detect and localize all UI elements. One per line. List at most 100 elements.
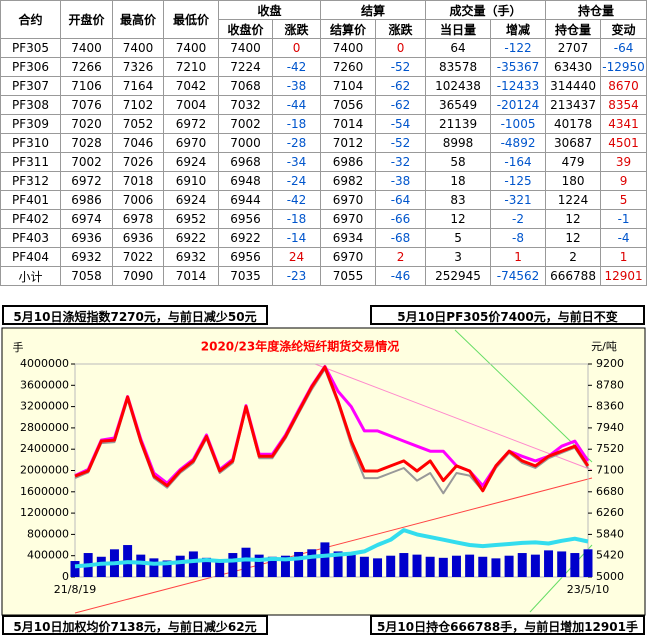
cell: 7104 <box>320 76 377 96</box>
volume-bar <box>346 554 356 577</box>
cell: 6922 <box>218 228 273 248</box>
y-axis-label: 手 <box>13 340 24 354</box>
cell: 7400 <box>112 38 164 58</box>
data-row: PF403 6936 6936 6922 6922 -14 6934 -68 5 -8 12 -4 <box>0 228 648 248</box>
cell: 7400 <box>218 38 273 58</box>
trend-line <box>529 544 593 613</box>
cell: 24 <box>271 247 322 267</box>
cell: PF310 <box>0 133 61 153</box>
cell: 252945 <box>425 266 492 286</box>
cell: -62 <box>375 76 427 96</box>
cell: -1005 <box>490 114 547 134</box>
volume-bar <box>478 556 488 577</box>
y-tick-label: 0 <box>62 570 69 583</box>
y-tick-label: 800000 <box>27 527 69 540</box>
cell: 7032 <box>218 95 273 115</box>
cell: 6972 <box>163 114 219 134</box>
y2-tick-label: 5000 <box>596 570 624 583</box>
y2-tick-label: 7100 <box>596 464 624 477</box>
series-line <box>74 365 590 493</box>
volume-bar <box>70 561 80 577</box>
cell: -54 <box>375 114 427 134</box>
volume-bar <box>136 554 146 577</box>
futures-table: 合约 开盘价 最高价 最低价 收盘 结算 成交量（手） 持仓量 收盘价 涨跌 结算价 涨跌 当日量 增减持… <box>0 0 648 286</box>
cell: 7106 <box>60 76 113 96</box>
cell: 7400 <box>60 38 113 58</box>
cell: -14 <box>271 228 322 248</box>
volume-bar <box>267 556 277 577</box>
volume-bar <box>294 551 304 577</box>
data-row: PF308 7076 7102 7004 7032 -44 7056 -62 36549 -201… <box>0 95 648 115</box>
y-tick-label: 2400000 <box>20 442 69 455</box>
volume-bar <box>373 558 383 577</box>
cell: 7056 <box>320 95 377 115</box>
trend-line <box>454 329 593 463</box>
cell: 1224 <box>545 190 602 210</box>
y-tick-label: 1200000 <box>20 506 69 519</box>
x-tick-label: 23/5/10 <box>567 583 609 596</box>
volume-bar <box>359 556 369 577</box>
cell: 83578 <box>425 57 492 77</box>
volume-bar <box>517 553 527 577</box>
data-row: PF311 7002 7026 6924 6968 -34 6986 -32 58 -164 479… <box>0 152 648 172</box>
volume-bar <box>320 542 330 577</box>
cell: 7012 <box>320 133 377 153</box>
y2-tick-label: 8360 <box>596 400 624 413</box>
cell: 6970 <box>320 190 377 210</box>
series-line <box>74 528 589 569</box>
volume-bar <box>438 557 448 577</box>
note: 5月10日涤短指数7270元，与前日减少50元 <box>2 305 268 325</box>
note: 5月10日PF305价7400元，与前日不变 <box>370 305 645 325</box>
cell: 314440 <box>545 76 602 96</box>
header-cell: 持仓量 <box>545 19 602 39</box>
y-tick-label: 2800000 <box>20 421 69 434</box>
cell: 6924 <box>163 152 219 172</box>
cell: -23 <box>271 266 322 286</box>
cell: 666788 <box>545 266 602 286</box>
cell: 6936 <box>60 228 113 248</box>
x-tick-label: 21/8/19 <box>54 583 96 596</box>
cell: 63430 <box>545 57 602 77</box>
cell: 6986 <box>60 190 113 210</box>
header-cell: 成交量（手） <box>425 0 547 20</box>
cell: 7102 <box>112 95 164 115</box>
data-row: PF404 6932 7022 6932 6956 24 6970 2 3 1 2 1 <box>0 247 648 267</box>
cell: 7068 <box>218 76 273 96</box>
y2-tick-label: 7940 <box>596 421 624 434</box>
y2-tick-label: 8780 <box>596 378 624 391</box>
cell: -46 <box>375 266 427 286</box>
cell: 小计 <box>0 266 61 286</box>
y-tick-label: 4000000 <box>20 357 69 370</box>
cell: 21139 <box>425 114 492 134</box>
trend-line <box>314 363 593 471</box>
cell: 213437 <box>545 95 602 115</box>
cell: 12 <box>425 209 492 229</box>
cell: 12901 <box>600 266 648 286</box>
cell: 6970 <box>320 247 377 267</box>
cell: 6972 <box>60 171 113 191</box>
cell: 180 <box>545 171 602 191</box>
volume-bar <box>202 557 212 577</box>
y2-tick-label: 6680 <box>596 485 624 498</box>
header-row: 收盘价 涨跌 结算价 涨跌 当日量 增减 持仓量 变动 <box>1 19 648 39</box>
cell: 4341 <box>600 114 648 134</box>
header-cell: 变动 <box>600 19 648 39</box>
cell: 6924 <box>163 190 219 210</box>
cell: 7055 <box>320 266 377 286</box>
cell: -44 <box>271 95 322 115</box>
data-row: PF402 6974 6978 6952 6956 -18 6970 -66 12 -2 12 -1 <box>0 209 648 229</box>
volume-bar <box>333 551 343 577</box>
y-tick-label: 400000 <box>27 549 69 562</box>
volume-bar <box>386 555 396 577</box>
volume-bar <box>491 558 501 577</box>
cell: -20124 <box>490 95 547 115</box>
y2-tick-label: 6260 <box>596 506 624 519</box>
volume-bar <box>583 549 593 577</box>
cell: 36549 <box>425 95 492 115</box>
header-cell: 合约 <box>0 0 61 39</box>
cell: -74562 <box>490 266 547 286</box>
note: 5月10日持仓666788手，与前日增加12901手 <box>370 615 645 635</box>
cell: -164 <box>490 152 547 172</box>
header-cell: 当日量 <box>425 19 492 39</box>
